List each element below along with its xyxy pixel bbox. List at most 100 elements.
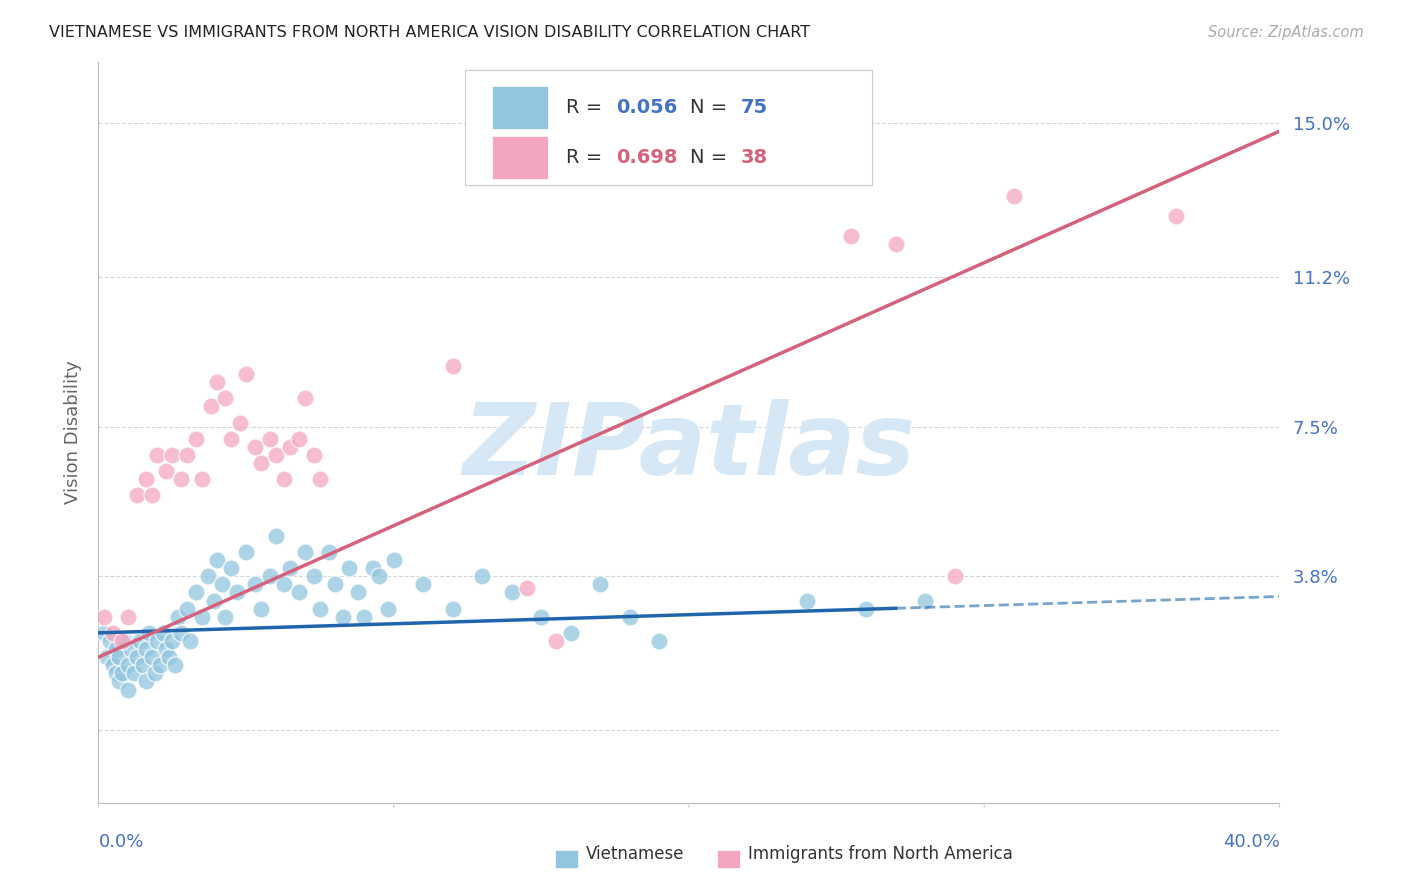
- Text: R =: R =: [567, 148, 609, 167]
- Point: [125, 650, 148, 665]
- Point: [135, 674, 157, 689]
- Point: [235, 545, 257, 559]
- Text: VIETNAMESE VS IMMIGRANTS FROM NORTH AMERICA VISION DISABILITY CORRELATION CHART: VIETNAMESE VS IMMIGRANTS FROM NORTH AMER…: [49, 25, 810, 40]
- Point: [243, 577, 266, 591]
- Point: [914, 593, 936, 607]
- Point: [143, 666, 166, 681]
- Point: [546, 634, 568, 648]
- Point: [264, 529, 287, 543]
- Point: [200, 400, 222, 414]
- Point: [128, 634, 150, 648]
- Point: [184, 585, 207, 599]
- Point: [191, 472, 214, 486]
- Point: [294, 545, 316, 559]
- Point: [347, 585, 370, 599]
- Point: [214, 609, 236, 624]
- Point: [250, 456, 273, 470]
- Point: [323, 577, 346, 591]
- Bar: [492, 136, 548, 178]
- Text: 40.0%: 40.0%: [1223, 833, 1279, 851]
- Point: [117, 682, 139, 697]
- Text: Immigrants from North America: Immigrants from North America: [748, 845, 1012, 863]
- Point: [197, 569, 219, 583]
- Point: [1166, 209, 1188, 223]
- Point: [796, 593, 818, 607]
- Point: [855, 601, 877, 615]
- Point: [176, 601, 198, 615]
- Point: [501, 585, 523, 599]
- Point: [280, 440, 302, 454]
- Point: [943, 569, 966, 583]
- Text: 0.0%: 0.0%: [98, 833, 143, 851]
- Point: [560, 626, 582, 640]
- Text: Vietnamese: Vietnamese: [586, 845, 685, 863]
- Point: [471, 569, 494, 583]
- Point: [318, 545, 340, 559]
- Point: [368, 569, 391, 583]
- Text: N =: N =: [690, 148, 734, 167]
- Point: [157, 650, 180, 665]
- Point: [1002, 189, 1025, 203]
- Point: [619, 609, 641, 624]
- Point: [111, 666, 134, 681]
- Point: [250, 601, 273, 615]
- Point: [108, 650, 131, 665]
- Point: [235, 367, 257, 381]
- Point: [170, 626, 193, 640]
- Point: [516, 582, 538, 596]
- Point: [149, 658, 172, 673]
- Point: [96, 650, 118, 665]
- Point: [339, 561, 361, 575]
- Point: [117, 658, 139, 673]
- Point: [884, 237, 907, 252]
- Point: [125, 488, 148, 502]
- Point: [353, 609, 375, 624]
- Text: R =: R =: [567, 98, 609, 118]
- Point: [205, 553, 228, 567]
- Point: [117, 609, 139, 624]
- Point: [589, 577, 612, 591]
- Point: [176, 448, 198, 462]
- Text: 0.056: 0.056: [616, 98, 678, 118]
- Point: [309, 472, 332, 486]
- Point: [141, 488, 163, 502]
- Point: [138, 626, 160, 640]
- Point: [309, 601, 332, 615]
- Point: [273, 472, 295, 486]
- Point: [530, 609, 553, 624]
- Point: [98, 634, 121, 648]
- Text: 0.698: 0.698: [616, 148, 678, 167]
- Point: [441, 359, 464, 373]
- Point: [273, 577, 295, 591]
- Point: [155, 464, 177, 478]
- Text: 38: 38: [741, 148, 768, 167]
- Point: [259, 432, 281, 446]
- Point: [243, 440, 266, 454]
- Point: [221, 432, 243, 446]
- Point: [135, 472, 157, 486]
- Point: [162, 634, 183, 648]
- Point: [280, 561, 302, 575]
- Point: [152, 626, 174, 640]
- Point: [229, 416, 252, 430]
- Point: [294, 391, 316, 405]
- Text: 75: 75: [741, 98, 768, 118]
- Point: [103, 658, 125, 673]
- Text: N =: N =: [690, 98, 734, 118]
- Point: [288, 432, 311, 446]
- Point: [165, 658, 187, 673]
- Bar: [492, 87, 548, 129]
- Point: [361, 561, 384, 575]
- Point: [103, 626, 125, 640]
- Point: [382, 553, 405, 567]
- Point: [162, 448, 183, 462]
- Point: [648, 634, 671, 648]
- Point: [146, 448, 169, 462]
- Point: [302, 569, 325, 583]
- Point: [302, 448, 325, 462]
- Point: [332, 609, 354, 624]
- Y-axis label: Vision Disability: Vision Disability: [63, 360, 82, 505]
- Point: [259, 569, 281, 583]
- Point: [170, 472, 193, 486]
- Point: [132, 658, 155, 673]
